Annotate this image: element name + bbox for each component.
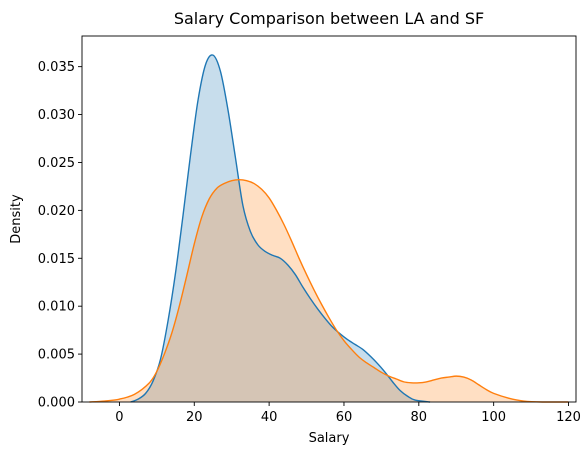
y-tick-label: 0.035 (38, 60, 75, 75)
y-tick-label: 0.025 (38, 156, 75, 171)
y-tick-label: 0.000 (38, 396, 75, 411)
y-tick-label: 0.020 (38, 204, 75, 219)
y-tick-label: 0.015 (38, 252, 75, 267)
x-axis: 0 20 40 60 80 100 120 (115, 402, 581, 425)
x-axis-label: Salary (309, 431, 350, 446)
y-tick-label: 0.010 (38, 300, 75, 315)
series-2-fill (89, 179, 569, 402)
x-tick-label: 100 (481, 410, 506, 425)
series-layer (89, 54, 569, 403)
chart-title: Salary Comparison between LA and SF (174, 9, 484, 28)
x-tick-label: 20 (186, 410, 203, 425)
series-1-fill (130, 54, 431, 403)
x-tick-label: 80 (411, 410, 428, 425)
x-tick-label: 120 (556, 410, 581, 425)
series-2-line (89, 179, 569, 403)
y-axis-label: Density (9, 194, 24, 244)
y-tick-label: 0.005 (38, 348, 75, 363)
y-tick-label: 0.030 (38, 108, 75, 123)
x-tick-label: 60 (336, 410, 353, 425)
plot-frame (81, 35, 577, 403)
x-tick-label: 40 (261, 410, 278, 425)
y-axis: 0.000 0.005 0.010 0.015 0.020 0.025 0.030 0.035 (38, 60, 82, 411)
series-1-line (130, 54, 431, 403)
x-tick-label: 0 (115, 410, 123, 425)
